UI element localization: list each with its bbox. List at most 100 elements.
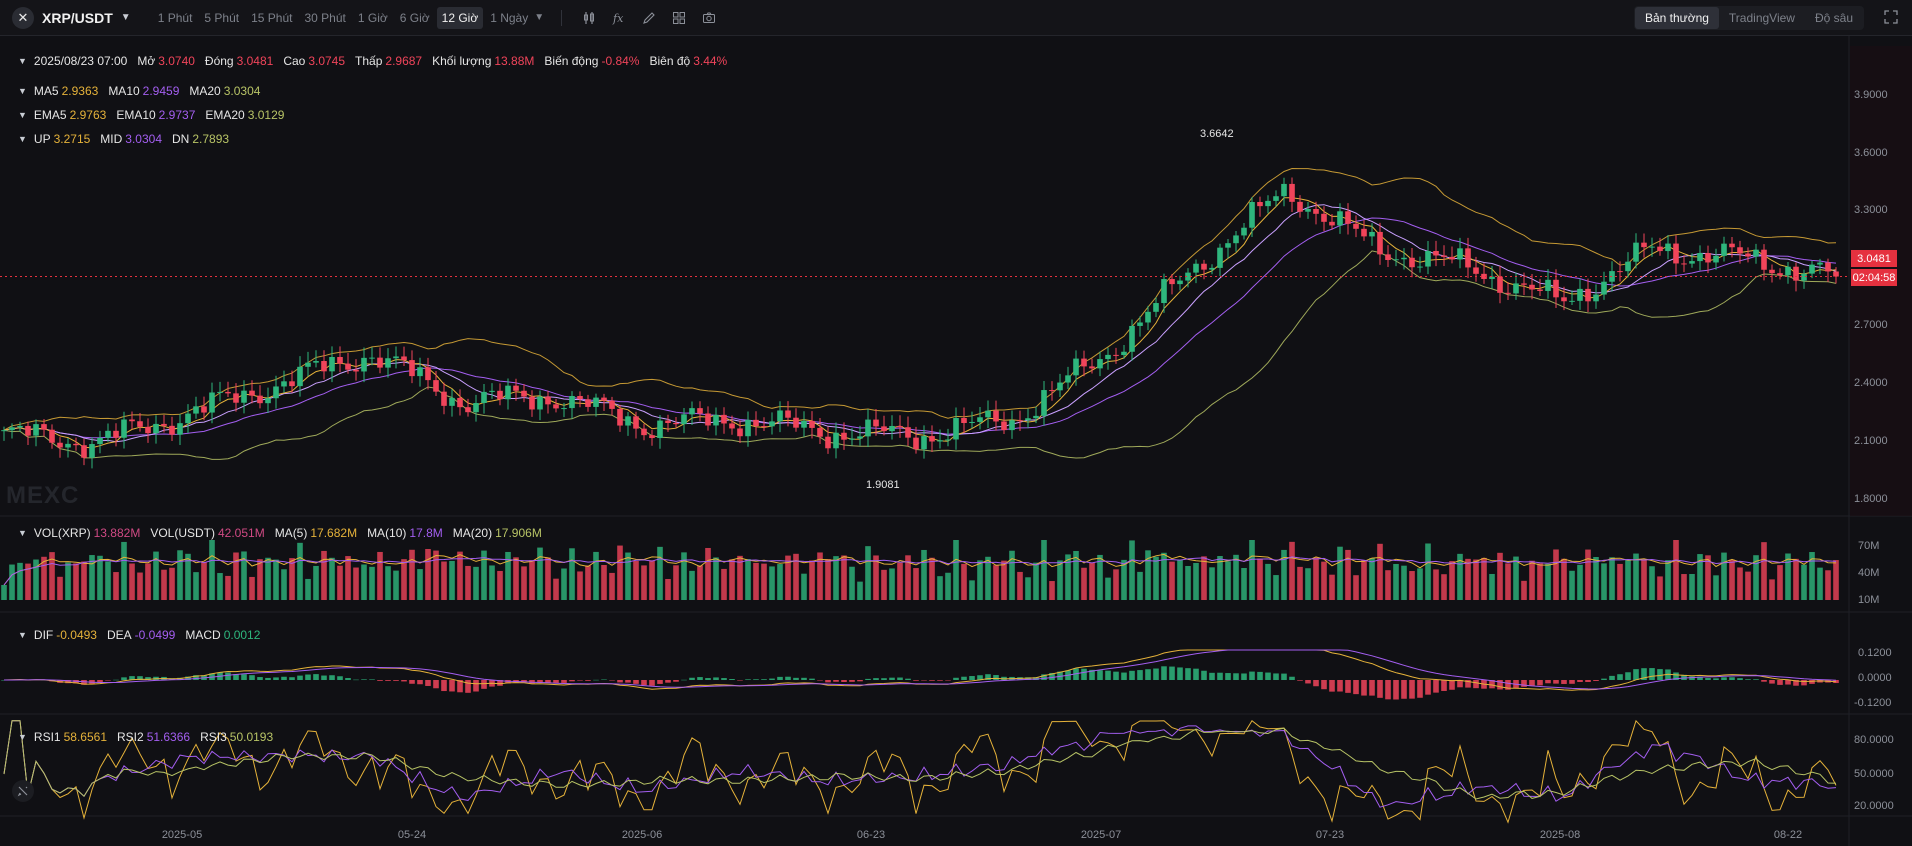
candle-body <box>809 420 815 428</box>
macd-histogram-bar <box>73 680 79 684</box>
candle-body <box>937 440 943 442</box>
volume-bar <box>1345 549 1351 600</box>
collapse-chevron-icon[interactable]: ▼ <box>18 86 27 96</box>
candle-body <box>97 437 103 445</box>
candle-body <box>1737 247 1743 254</box>
macd-label: MACD <box>185 628 221 642</box>
chart-settings-icon[interactable] <box>12 780 34 802</box>
collapse-chevron-icon[interactable]: ▼ <box>18 528 27 538</box>
volume-bar <box>1441 574 1447 600</box>
candle-body <box>1425 250 1431 267</box>
dif-label: DIF <box>33 628 54 642</box>
volume-bar <box>305 578 311 600</box>
macd-histogram-bar <box>641 680 647 686</box>
layout-grid-icon[interactable] <box>669 8 689 28</box>
macd-histogram-bar <box>1657 669 1663 680</box>
interval-more-dropdown[interactable]: 1 Ngày ▼ <box>485 7 549 29</box>
high-price-marker: 3.6642 <box>1200 128 1234 140</box>
chevron-down-icon: ▼ <box>534 12 545 23</box>
view-tradingview-button[interactable]: TradingView <box>1728 11 1795 25</box>
collapse-chevron-icon[interactable]: ▼ <box>18 630 27 640</box>
macd-histogram-bar <box>1673 672 1679 680</box>
macd-histogram-bar <box>465 680 471 693</box>
volume-bar <box>473 566 479 600</box>
candle-body <box>521 390 527 397</box>
vol-ma20-value: 17.906M <box>495 526 542 540</box>
ema-legend: ▼ EMA5 2.9763 EMA10 2.9737 EMA20 3.0129 <box>18 108 294 122</box>
candle-body <box>1329 221 1335 226</box>
candle-body <box>1257 202 1263 207</box>
collapse-chevron-icon[interactable]: ▼ <box>18 732 27 742</box>
candle-body <box>1529 284 1535 290</box>
rsi2-line <box>3 720 1837 808</box>
time-axis-label: 2025-07 <box>1080 829 1122 841</box>
collapse-chevron-icon[interactable]: ▼ <box>18 134 27 144</box>
macd-legend: ▼ DIF -0.0493 DEA -0.0499 MACD 0.0012 <box>18 628 270 642</box>
candle-body <box>1441 255 1447 257</box>
volume-bar <box>1401 565 1407 600</box>
volume-bar <box>1545 563 1551 600</box>
candle-body <box>161 423 167 426</box>
candle-body <box>233 393 239 403</box>
interval-6h[interactable]: 6 Giờ <box>399 10 430 25</box>
candle-body <box>849 438 855 440</box>
candle-body <box>793 417 799 428</box>
volume-bar <box>1169 561 1175 600</box>
open-value: 3.0740 <box>158 54 195 68</box>
macd-histogram-bar <box>185 676 191 680</box>
candle-body <box>81 445 87 458</box>
volume-bar <box>993 565 999 600</box>
view-depth-button[interactable]: Độ sâu <box>1814 11 1853 25</box>
indicator-fx-icon[interactable]: fx <box>609 8 629 28</box>
candle-body <box>457 397 463 408</box>
interval-1m[interactable]: 1 Phút <box>157 10 193 25</box>
interval-1h[interactable]: 1 Giờ <box>357 10 388 25</box>
chart-canvas[interactable] <box>0 36 1912 846</box>
volume-bar <box>905 555 911 600</box>
volume-bar <box>697 565 703 600</box>
volume-bar <box>657 546 663 600</box>
interval-15m[interactable]: 15 Phút <box>251 10 293 25</box>
candle-body <box>1249 202 1255 228</box>
candle-type-icon[interactable] <box>579 8 599 28</box>
macd-histogram-bar <box>1369 680 1375 696</box>
macd-histogram-bar <box>1633 669 1639 680</box>
interval-5m[interactable]: 5 Phút <box>204 10 240 25</box>
candle-body <box>969 421 975 424</box>
collapse-chevron-icon[interactable]: ▼ <box>18 56 27 66</box>
candle-body <box>329 356 335 372</box>
camera-icon[interactable] <box>699 8 719 28</box>
boll-upper-line <box>3 167 1837 431</box>
view-standard-button[interactable]: Bản thường <box>1634 7 1719 29</box>
candle-body <box>1065 375 1071 383</box>
rsi-legend: ▼ RSI1 58.6561 RSI2 51.6366 RSI3 50.0193 <box>18 730 283 744</box>
candle-body <box>257 395 263 404</box>
candle-body <box>121 419 127 438</box>
volume-bar <box>1449 561 1455 600</box>
fullscreen-icon[interactable] <box>1884 10 1898 24</box>
volume-bar <box>57 576 63 600</box>
price-axis-label: 2.1000 <box>1854 435 1888 447</box>
interval-30m[interactable]: 30 Phút <box>304 10 346 25</box>
volume-bar <box>1793 558 1799 600</box>
candle-body <box>545 396 551 405</box>
candle-body <box>1073 358 1079 376</box>
volume-bar <box>289 558 295 600</box>
volume-bar <box>49 552 55 600</box>
interval-12h[interactable]: 12 Giờ <box>436 6 484 29</box>
price-axis-label: 2.4000 <box>1854 377 1888 389</box>
macd-histogram-bar <box>1089 669 1095 680</box>
view-mode-toggle: Bản thường TradingView Độ sâu <box>1633 6 1864 30</box>
symbol-dropdown-icon[interactable]: ▼ <box>120 12 131 23</box>
symbol-title[interactable]: XRP/USDT <box>42 9 113 26</box>
candle-body <box>1537 289 1543 291</box>
macd-histogram-bar <box>1209 672 1215 680</box>
high-label: Cao <box>283 54 306 68</box>
candle-body <box>1241 227 1247 236</box>
collapse-chevron-icon[interactable]: ▼ <box>18 110 27 120</box>
macd-histogram-bar <box>457 680 463 693</box>
drawing-pen-icon[interactable] <box>639 8 659 28</box>
macd-histogram-bar <box>969 676 975 680</box>
volume-bar <box>393 570 399 600</box>
volume-bar <box>1569 570 1575 600</box>
